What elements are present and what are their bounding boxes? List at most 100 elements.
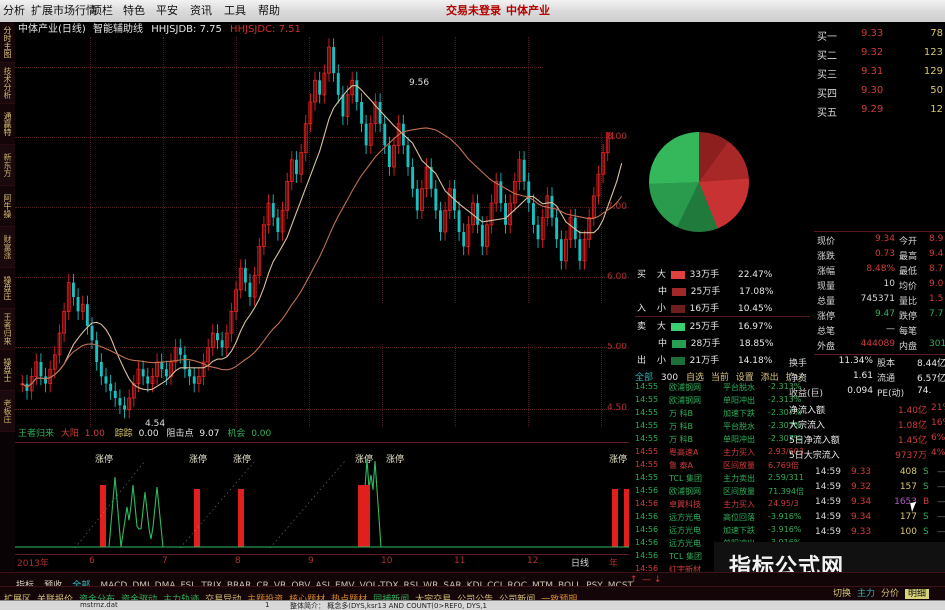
indstrip-label[interactable]: 指标	[16, 581, 35, 587]
category-right-1[interactable]: 主力	[856, 589, 875, 599]
tick-row-0[interactable]: 14:59 9.33 408 S —	[815, 467, 945, 477]
category-item-4[interactable]: 主力轨迹	[163, 595, 200, 601]
indicator-item-15[interactable]: KDJ	[466, 581, 483, 587]
indicator-item-0[interactable]: MACD	[100, 581, 128, 587]
category-item-9[interactable]: 同捕新闻	[373, 595, 410, 601]
news-row-3[interactable]: 14:55 万 科B 平台脱水 -2.307%	[635, 421, 810, 431]
bid-level-2[interactable]: 买三 9.31 129	[817, 66, 945, 81]
menu-item-2[interactable]: 项栏	[91, 4, 113, 17]
indicator-item-11[interactable]: VOL-TDX	[359, 581, 399, 587]
tick-row-2[interactable]: 14:59 9.34 1653 B —	[815, 497, 945, 507]
trade-login-status[interactable]: 交易未登录	[446, 4, 501, 17]
sidebar-item-7[interactable]: 王者归来	[0, 309, 15, 350]
news-row-6[interactable]: 14:55 鲁 泰A 区间放量 6.769倍	[635, 460, 810, 470]
indicator-item-8[interactable]: OBV	[291, 581, 311, 587]
bid-level-1[interactable]: 买二 9.32 123	[817, 47, 945, 62]
category-strip[interactable]: 扩展区 关联报价 资金分布 资金驱动 主力轨迹 交易异动 主题投资 核心题材 热点题材 同捕新闻大…	[0, 586, 945, 601]
category-right-2[interactable]: 分价	[880, 589, 899, 599]
current-stock-label[interactable]: 中体产业	[506, 4, 550, 17]
news-row-9[interactable]: 14:56 卓翼科技 主力买入 24.95/3	[635, 499, 810, 509]
bid-level-3[interactable]: 买四 9.30 50	[817, 85, 945, 100]
indicator-item-18[interactable]: MTM	[531, 581, 554, 587]
sidebar-item-3[interactable]: 新东方	[0, 145, 15, 186]
indicator-item-13[interactable]: WR	[423, 581, 439, 587]
tick-row-1[interactable]: 14:59 9.32 157 S —	[815, 482, 945, 492]
indstrip-nav-down[interactable]: ↓	[654, 575, 662, 585]
news-row-8[interactable]: 14:56 欧浦钢网 区间放量 71.394倍	[635, 486, 810, 496]
chart-period-label[interactable]: 日线	[571, 559, 590, 569]
category-items-group[interactable]: 扩展区 关联报价 资金分布 资金驱动 主力轨迹 交易异动 主题投资 核心题材 热点题材 同捕新闻大…	[4, 595, 583, 601]
category-item-12[interactable]: 公司新闻	[499, 595, 536, 601]
news-row-2[interactable]: 14:55 万 科B 加速下跌 -2.307%	[635, 408, 810, 418]
toolbar-btn-current[interactable]: 当前	[710, 373, 729, 383]
menu-item-5[interactable]: 资讯	[190, 4, 212, 17]
tick-row-3[interactable]: 14:59 9.34 177 S —	[815, 512, 945, 522]
indicator-item-5[interactable]: BRAR	[226, 581, 252, 587]
sidebar-item-2[interactable]: 通赢特	[0, 104, 15, 145]
toolbar-btn-self[interactable]: 自选	[685, 373, 704, 383]
indicator-item-14[interactable]: SAR	[443, 581, 462, 587]
indicator-item-17[interactable]: ROC	[507, 581, 527, 587]
menu-item-6[interactable]: 工具	[224, 4, 246, 17]
indicator-item-10[interactable]: EMV	[334, 581, 355, 587]
category-right-3[interactable]: 明细	[904, 589, 929, 599]
tick-row-4[interactable]: 14:59 9.33 100 S —	[815, 527, 945, 537]
news-row-10[interactable]: 14:56 远方光电 高位回落 -3.916%	[635, 512, 810, 522]
bid-level-4[interactable]: 买五 9.29 12	[817, 104, 945, 119]
sidebar-item-9[interactable]: 老板庄	[0, 391, 15, 432]
sidebar-item-0[interactable]: 分时主图	[0, 22, 15, 63]
indicator-item-1[interactable]: DMI	[132, 581, 150, 587]
sidebar-item-5[interactable]: 财富涨	[0, 227, 15, 268]
category-item-1[interactable]: 关联报价	[37, 595, 74, 601]
toolbar-btn-300[interactable]: 300	[660, 373, 679, 383]
sidebar-item-6[interactable]: 操盘庄	[0, 268, 15, 309]
news-row-5[interactable]: 14:55 粤高速A 主力买入 2.93/603	[635, 447, 810, 457]
indicator-item-9[interactable]: ASI	[315, 581, 330, 587]
category-item-0[interactable]: 扩展区	[4, 595, 32, 601]
indicator-item-20[interactable]: PSY	[586, 581, 603, 587]
indicator-item-12[interactable]: RSI	[403, 581, 419, 587]
indstrip-all[interactable]: 全部	[72, 581, 91, 587]
indicator-item-21[interactable]: MCST	[607, 581, 634, 587]
category-item-3[interactable]: 资金驱动	[121, 595, 158, 601]
sidebar-item-4[interactable]: 阿牛操	[0, 186, 15, 227]
category-item-2[interactable]: 资金分布	[79, 595, 116, 601]
indicator-item-2[interactable]: DMA	[154, 581, 176, 587]
category-item-11[interactable]: 公司公告	[457, 595, 494, 601]
sidebar-item-8[interactable]: 操盘士	[0, 350, 15, 391]
menu-item-4[interactable]: 平安	[156, 4, 178, 17]
indicator-item-6[interactable]: CR	[256, 581, 269, 587]
category-item-5[interactable]: 交易异动	[205, 595, 242, 601]
volume-subpanel[interactable]: 涨停 涨停 涨停 涨停 涨停 涨停	[15, 442, 629, 555]
kline-plot-area[interactable]: 9.00 8.00 7.00 6.00 5.00 4.50 9.56 4.54	[15, 22, 633, 429]
main-chart-panel[interactable]: 中体产业(日线) 智能辅助线 HHJSJDB: 7.75 HHJSJDC: 7.…	[15, 22, 633, 572]
indicator-item-3[interactable]: FSL	[180, 581, 197, 587]
news-row-0[interactable]: 14:55 欧浦钢网 平台脱水 -2.313%	[635, 382, 810, 392]
news-row-7[interactable]: 14:55 TCL 集团 主力卖出 2.59/311	[635, 473, 810, 483]
indicator-item-16[interactable]: CCI	[487, 581, 503, 587]
indstrip-nav-mid[interactable]: —	[642, 575, 651, 585]
category-item-7[interactable]: 核心题材	[289, 595, 326, 601]
menu-item-7[interactable]: 帮助	[258, 4, 280, 17]
indicator-item-4[interactable]: TRIX	[201, 581, 222, 587]
category-item-6[interactable]: 主题投资	[247, 595, 284, 601]
category-item-13[interactable]: 一致预期	[541, 595, 578, 601]
news-row-11[interactable]: 14:56 远方光电 加速下跌 -3.916%	[635, 525, 810, 535]
indicator-items-group[interactable]: MACD DMI DMA FSL TRIX BRAR CR VR OBV ASI EMV VOL-TD…	[100, 581, 638, 587]
toolbar-btn-all[interactable]: 全部	[635, 373, 654, 383]
menu-item-0[interactable]: 分析	[3, 4, 25, 17]
category-item-8[interactable]: 热点题材	[331, 595, 368, 601]
indicator-item-19[interactable]: BOLL	[558, 581, 582, 587]
sidebar-item-1[interactable]: 技术分析	[0, 63, 15, 104]
toolbar-btn-export[interactable]: 添出	[760, 373, 779, 383]
indstrip-nav-up[interactable]: ↑	[630, 575, 638, 585]
news-row-1[interactable]: 14:55 欧浦钢网 单阳冲出 -2.313%	[635, 395, 810, 405]
indicator-name-strip[interactable]: 指标 预收 全部 MACD DMI DMA FSL TRIX BRAR CR VR OBV ASI…	[0, 572, 945, 587]
menu-item-1[interactable]: 扩展市场行情	[31, 4, 97, 17]
category-right-group[interactable]: 切换 主力 分价 明细	[833, 587, 935, 601]
category-right-0[interactable]: 切换	[832, 589, 851, 599]
toolbar-btn-settings[interactable]: 设置	[735, 373, 754, 383]
indicator-item-7[interactable]: VR	[273, 581, 287, 587]
bid-level-0[interactable]: 买一 9.33 78	[817, 28, 945, 43]
category-item-10[interactable]: 大宗交易	[415, 595, 452, 601]
